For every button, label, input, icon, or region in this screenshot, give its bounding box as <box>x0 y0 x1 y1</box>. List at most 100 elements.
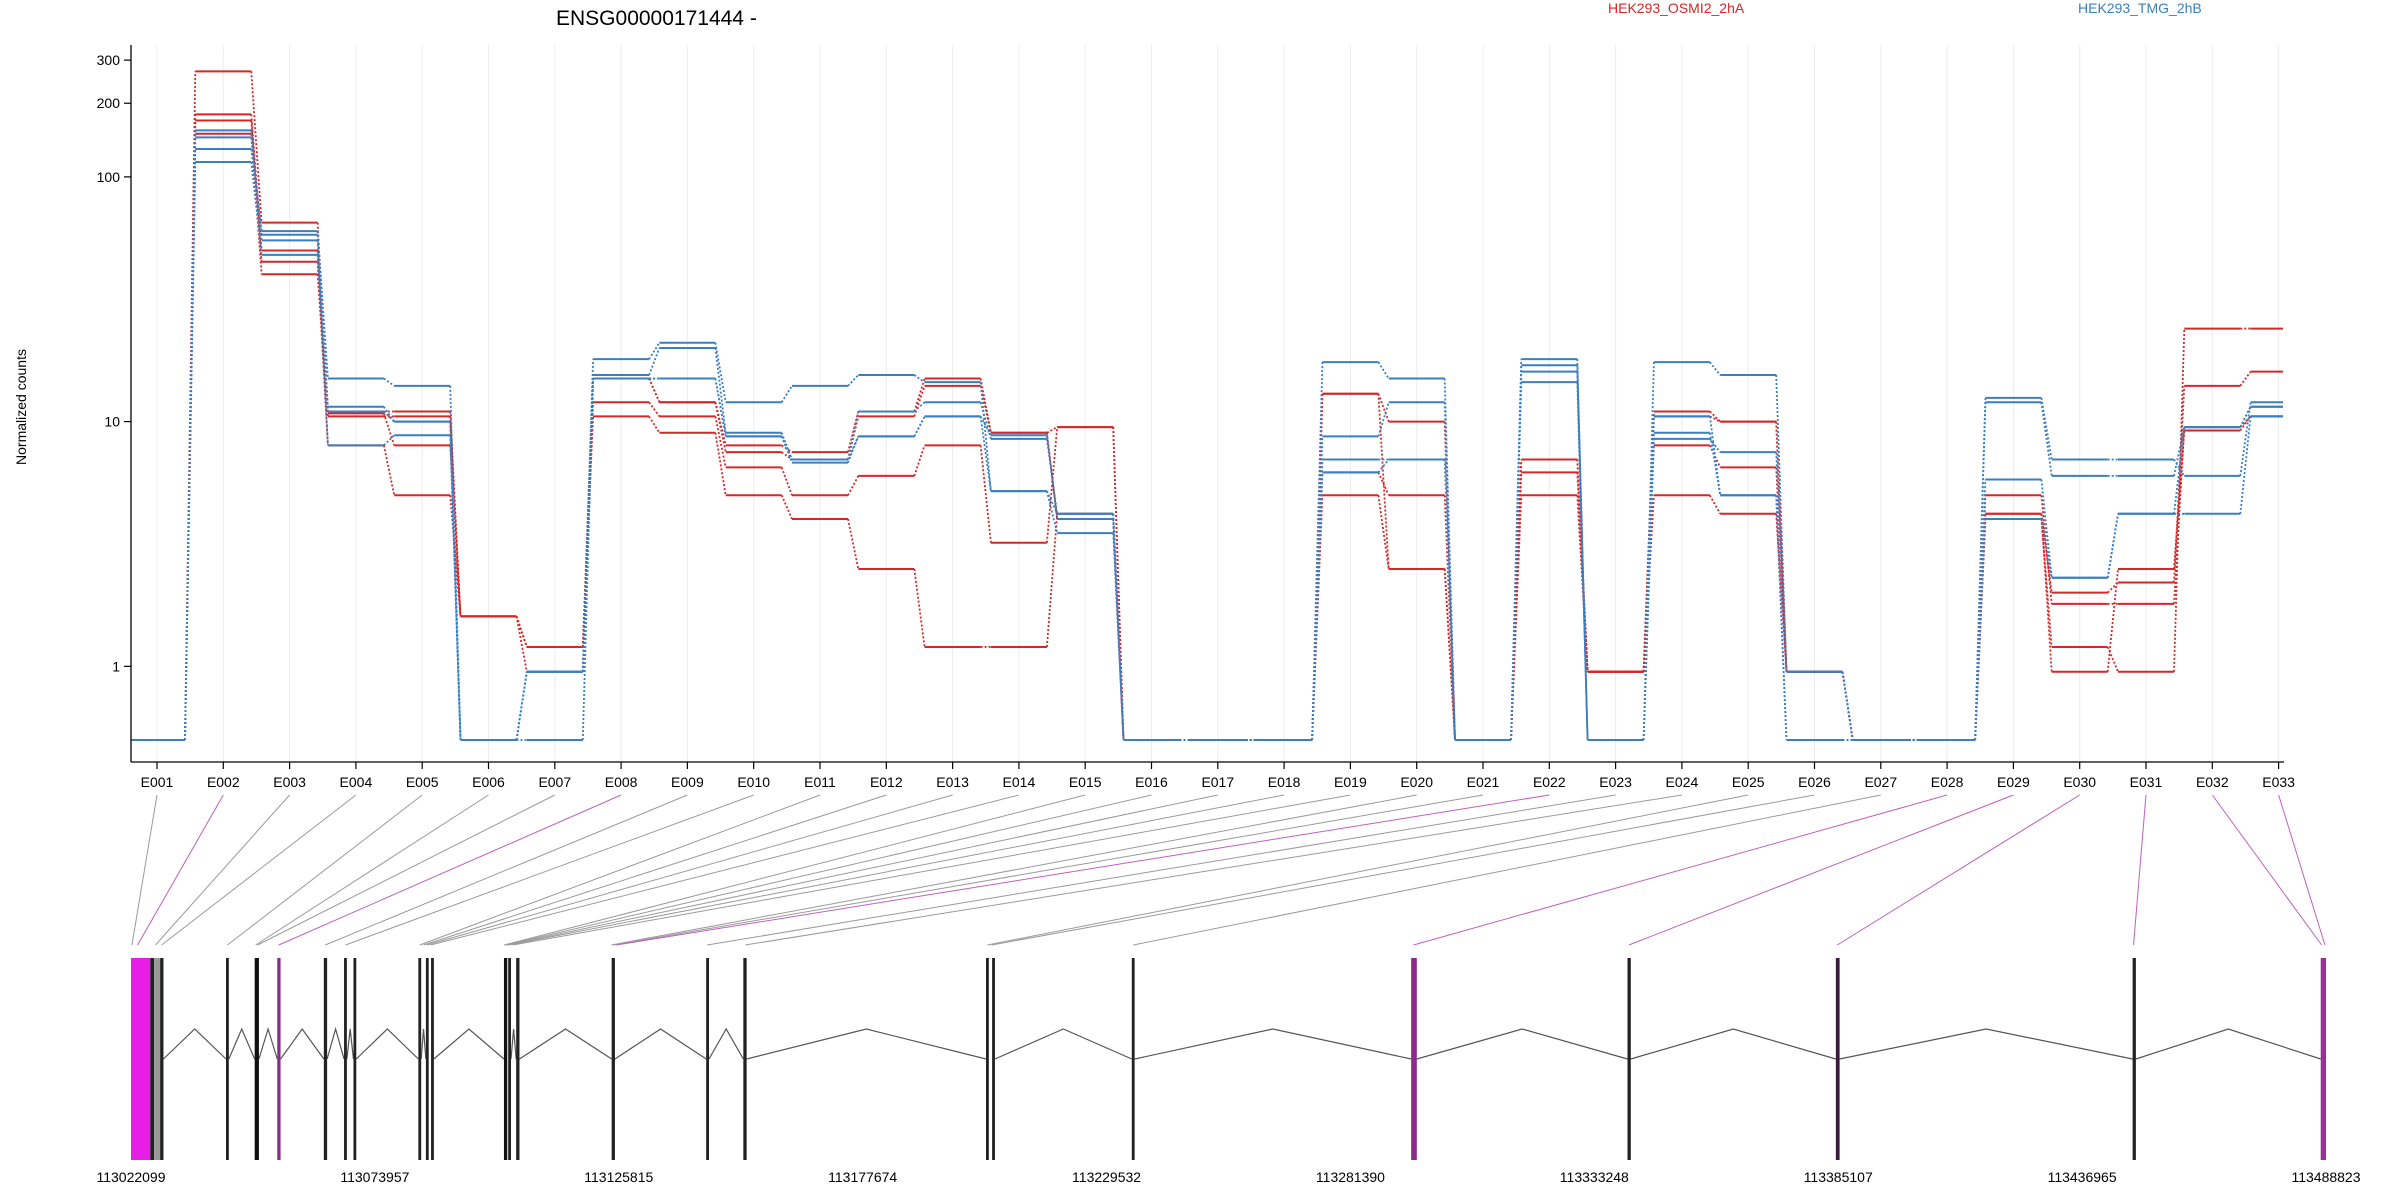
x-tick-label: E021 <box>1467 774 1500 790</box>
data-connector <box>316 261 329 446</box>
data-connector <box>2239 402 2252 477</box>
data-connector <box>1046 490 1059 515</box>
data-connector <box>2239 415 2252 428</box>
data-connector <box>847 411 860 460</box>
x-tick-label: E001 <box>141 774 174 790</box>
intron <box>2135 1028 2321 1060</box>
intron <box>708 1027 744 1060</box>
x-tick-label: E024 <box>1666 774 1699 790</box>
data-connector <box>979 385 992 434</box>
series <box>131 161 2283 741</box>
intron <box>994 1028 1133 1060</box>
data-connector <box>1709 494 1721 515</box>
data-connector <box>1377 472 1390 496</box>
bin-link <box>131 794 158 946</box>
series-layer <box>131 70 2283 741</box>
data-connector <box>2173 426 2186 514</box>
data-connector <box>1576 459 1589 672</box>
intron <box>355 1028 419 1060</box>
intron <box>1839 1028 2133 1060</box>
bin-link <box>508 794 1285 946</box>
data-connector <box>1046 490 1059 534</box>
data-connector <box>1443 459 1456 741</box>
x-tick-label: E027 <box>1864 774 1897 790</box>
exon <box>1411 958 1417 1160</box>
intron <box>258 1026 278 1060</box>
bin-links <box>131 794 2326 946</box>
data-connector <box>780 436 793 463</box>
x-tick-label: E003 <box>273 774 306 790</box>
intron <box>746 1028 987 1060</box>
y-tick-label: 1 <box>112 658 120 674</box>
bin-link <box>423 794 887 946</box>
coordinate-label: 113022099 <box>96 1169 165 1185</box>
x-tick-label: E015 <box>1069 774 1102 790</box>
exon <box>2132 958 2136 1160</box>
data-connector <box>1709 438 1721 453</box>
intron <box>519 1028 612 1060</box>
bin-link <box>227 794 423 946</box>
bin-link <box>430 794 1020 946</box>
x-tick-label: E002 <box>207 774 240 790</box>
data-connector <box>1046 426 1059 543</box>
legend-label-tmg: HEK293_TMG_2hB <box>2078 0 2202 16</box>
x-tick-label: E031 <box>2130 774 2163 790</box>
exon <box>160 958 164 1160</box>
data-connector <box>1311 362 1324 741</box>
exon <box>706 958 710 1160</box>
bin-link <box>616 794 1550 946</box>
x-tick-label: E011 <box>804 774 836 790</box>
data-connector <box>515 671 528 741</box>
exon <box>503 958 508 1160</box>
data-connector <box>1709 415 1721 423</box>
intron <box>163 1028 227 1060</box>
data-connector <box>1775 375 1788 672</box>
data-connector <box>714 402 727 453</box>
bin-link <box>419 794 821 946</box>
data-connector <box>1974 479 1987 741</box>
x-tick-label: E029 <box>1997 774 2030 790</box>
bin-link <box>987 794 1749 946</box>
x-tick-label: E030 <box>2063 774 2096 790</box>
data-connector <box>449 435 462 741</box>
bin-link <box>257 794 556 946</box>
grid <box>156 45 2280 762</box>
data-connector <box>1377 495 1390 570</box>
data-connector <box>1775 452 1788 672</box>
x-tick-label: E022 <box>1533 774 1566 790</box>
data-connector <box>1377 393 1390 570</box>
data-connector <box>1377 458 1390 473</box>
bin-link <box>1413 794 1948 946</box>
data-connector <box>1510 459 1523 741</box>
exon <box>1627 958 1631 1160</box>
exon <box>516 958 520 1160</box>
data-connector <box>979 415 992 436</box>
data-connector <box>184 162 197 741</box>
data-connector <box>648 415 661 434</box>
data-connector <box>913 445 926 477</box>
data-connector <box>714 432 727 496</box>
exon <box>2320 958 2326 1160</box>
legend-label-osmi: HEK293_OSMI2_2hA <box>1608 0 1745 16</box>
data-connector <box>847 518 860 570</box>
exon <box>418 958 422 1160</box>
x-tick-label: E019 <box>1334 774 1367 790</box>
exon <box>131 958 151 1160</box>
coordinate-label: 113488823 <box>2291 1169 2360 1185</box>
data-connector <box>250 161 263 255</box>
x-tick-label: E025 <box>1732 774 1765 790</box>
x-tick-label: E017 <box>1201 774 1234 790</box>
data-connector <box>1775 495 1788 741</box>
data-connector <box>2173 430 2186 570</box>
exon <box>508 958 512 1160</box>
exon <box>226 958 229 1160</box>
data-connector <box>2040 397 2053 460</box>
data-connector <box>1311 472 1324 741</box>
data-connector <box>2239 416 2252 514</box>
coordinate-label: 113125815 <box>584 1169 653 1185</box>
data-connector <box>2173 459 2186 477</box>
data-connector <box>714 378 727 437</box>
y-axis-label: Normalized counts <box>13 349 29 465</box>
x-tick-label: E009 <box>671 774 704 790</box>
